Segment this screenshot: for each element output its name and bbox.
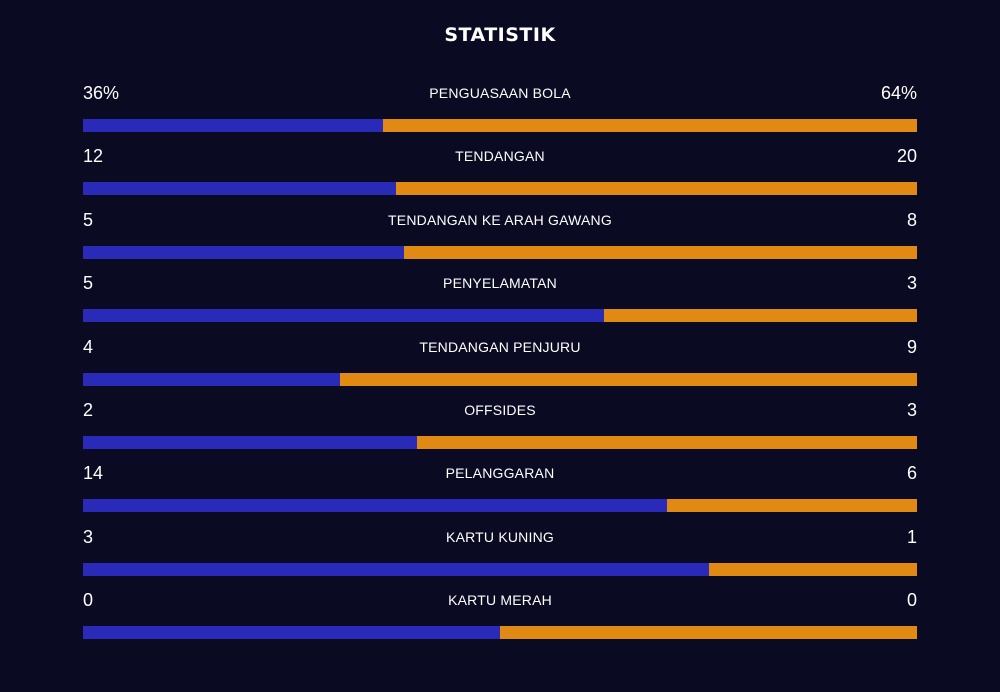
away-value: 0 — [906, 590, 917, 611]
home-value: 12 — [83, 146, 104, 167]
stat-label: PENGUASAAN BOLA — [429, 85, 571, 101]
away-bar-fill — [416, 435, 917, 449]
stat-label: PENYELAMATAN — [443, 275, 557, 292]
away-bar-fill — [404, 245, 917, 259]
home-value: 5 — [83, 209, 94, 230]
home-value: 3 — [83, 526, 94, 547]
home-bar-fill — [83, 119, 384, 132]
home-value: 14 — [83, 463, 104, 484]
home-bar-fill — [83, 182, 396, 196]
home-value: 36% — [83, 83, 120, 103]
stat-row-possession: 36% PENGUASAAN BOLA 64% — [83, 80, 917, 143]
home-bar-fill — [83, 309, 605, 323]
comparison-bar — [83, 182, 917, 196]
away-bar-fill — [604, 309, 917, 323]
comparison-bar — [83, 245, 917, 259]
stat-row-yellow-cards: 3 KARTU KUNING 1 — [83, 524, 917, 587]
home-bar-fill — [83, 372, 340, 386]
home-bar-fill — [83, 626, 500, 640]
stat-row-fouls: 14 PELANGGARAN 6 — [83, 460, 917, 523]
away-bar-fill — [395, 182, 917, 196]
away-value: 8 — [906, 209, 917, 230]
away-bar-fill — [666, 499, 917, 513]
away-value: 3 — [906, 399, 917, 420]
home-bar-fill — [83, 435, 417, 449]
home-value: 2 — [83, 399, 94, 420]
stat-label: KARTU KUNING — [446, 528, 554, 545]
comparison-bar — [83, 499, 917, 513]
away-value: 1 — [906, 526, 917, 547]
stat-row-offsides: 2 OFFSIDES 3 — [83, 397, 917, 460]
stat-label: KARTU MERAH — [448, 592, 552, 609]
away-bar-fill — [708, 562, 917, 576]
away-value: 6 — [906, 463, 917, 484]
comparison-bar — [83, 372, 917, 386]
home-bar-fill — [83, 562, 709, 576]
away-value: 64% — [880, 83, 917, 103]
stat-label: TENDANGAN KE ARAH GAWANG — [388, 211, 612, 228]
home-value: 4 — [83, 336, 94, 357]
stat-label: TENDANGAN — [455, 148, 545, 165]
stat-label: PELANGGARAN — [445, 465, 555, 482]
home-bar-fill — [83, 245, 405, 259]
away-bar-fill — [339, 372, 917, 386]
away-bar-fill — [500, 626, 917, 640]
stat-row-shots: 12 TENDANGAN 20 — [83, 143, 917, 206]
stat-row-saves: 5 PENYELAMATAN 3 — [83, 270, 917, 333]
away-bar-fill — [383, 119, 917, 132]
comparison-bar — [83, 435, 917, 449]
home-bar-fill — [83, 499, 667, 513]
stat-row-corners: 4 TENDANGAN PENJURU 9 — [83, 334, 917, 397]
away-value: 9 — [906, 336, 917, 357]
home-value: 5 — [83, 273, 94, 294]
stats-title: STATISTIK — [444, 24, 556, 46]
stat-row-red-cards: 0 KARTU MERAH 0 — [83, 587, 917, 650]
comparison-bar — [83, 119, 917, 132]
home-value: 0 — [83, 590, 94, 611]
away-value: 20 — [896, 146, 917, 167]
stat-row-shots-on-target: 5 TENDANGAN KE ARAH GAWANG 8 — [83, 207, 917, 270]
comparison-bar — [83, 309, 917, 323]
stats-list: 36% PENGUASAAN BOLA 64% 12 TENDANGAN 2 0 … — [83, 80, 917, 651]
stat-label: OFFSIDES — [464, 401, 536, 418]
away-value: 3 — [906, 273, 917, 294]
comparison-bar — [83, 562, 917, 576]
comparison-bar — [83, 626, 917, 640]
stat-label: TENDANGAN PENJURU — [419, 338, 581, 355]
